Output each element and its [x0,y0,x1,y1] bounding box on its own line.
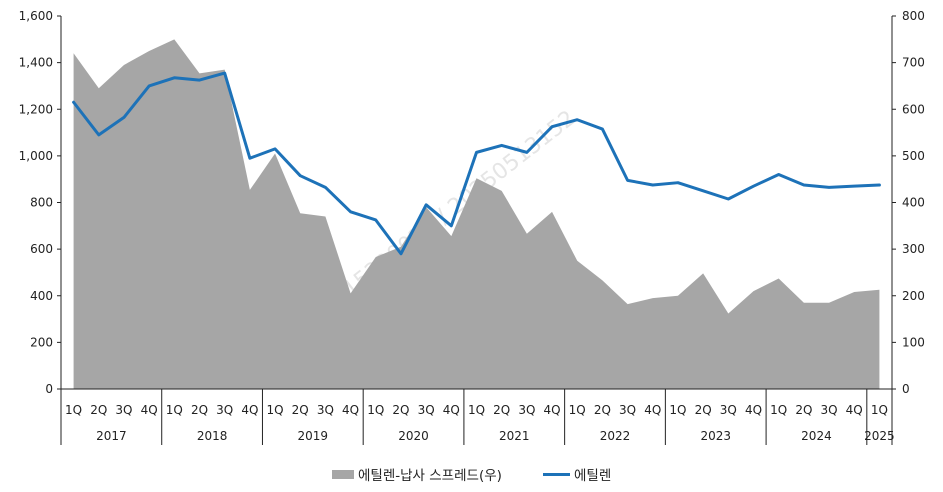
quarter-tick-label: 1Q [569,403,586,417]
legend-label-ethylene: 에틸렌 [574,468,611,484]
left-tick-label: 1,000 [19,149,53,163]
left-tick-label: 1,600 [19,9,53,23]
right-tick-label: 600 [902,102,925,116]
legend-swatch-spread [332,470,354,479]
year-label: 2018 [197,429,228,443]
quarter-tick-label: 3Q [720,403,737,417]
right-tick-label: 500 [902,149,925,163]
quarter-tick-label: 1Q [669,403,686,417]
quarter-tick-label: 1Q [770,403,787,417]
right-tick-label: 0 [902,382,910,396]
quarter-tick-label: 2Q [90,403,107,417]
year-label: 2020 [398,429,429,443]
year-label: 2024 [801,429,832,443]
quarter-tick-label: 4Q [443,403,460,417]
left-tick-label: 200 [30,335,53,349]
quarter-tick-label: 4Q [644,403,661,417]
quarter-tick-label: 3Q [317,403,334,417]
quarter-tick-label: 2Q [191,403,208,417]
left-tick-label: 1,200 [19,102,53,116]
quarter-tick-label: 2Q [493,403,510,417]
right-tick-label: 100 [902,335,925,349]
quarter-tick-label: 3Q [418,403,435,417]
right-tick-label: 200 [902,289,925,303]
year-label: 2021 [499,429,530,443]
quarter-tick-label: 1Q [166,403,183,417]
plot-area [72,39,881,389]
quarter-tick-label: 1Q [266,403,283,417]
quarter-tick-label: 4Q [141,403,158,417]
quarter-tick-label: 1Q [367,403,384,417]
year-label: 2017 [96,429,127,443]
quarter-tick-label: 1Q [468,403,485,417]
quarter-tick-label: 3Q [518,403,535,417]
quarter-tick-label: 3Q [216,403,233,417]
quarter-tick-label: 4Q [745,403,762,417]
quarter-tick-label: 2Q [292,403,309,417]
quarter-tick-label: 3Q [619,403,636,417]
quarter-tick-label: 2Q [392,403,409,417]
legend: 에틸렌-납사 스프레드(우) 에틸렌 [332,468,611,484]
quarter-tick-label: 2Q [795,403,812,417]
left-tick-label: 0 [45,382,53,396]
year-label: 2023 [700,429,731,443]
quarter-tick-label: 2Q [594,403,611,417]
quarter-tick-label: 4Q [846,403,863,417]
quarter-tick-label: 4Q [241,403,258,417]
right-tick-label: 800 [902,9,925,23]
quarter-tick-label: 1Q [65,403,82,417]
quarter-tick-label: 4Q [342,403,359,417]
axes: 0 200 400 600 800 1,000 1,200 1,400 1,600 0 100 200… [19,9,925,445]
quarter-tick-label: 1Q [871,403,888,417]
right-tick-label: 700 [902,56,925,70]
year-label: 2022 [600,429,631,443]
quarter-tick-label: 3Q [115,403,132,417]
right-tick-label: 300 [902,242,925,256]
legend-label-spread: 에틸렌-납사 스프레드(우) [358,468,502,484]
year-label: 2019 [298,429,329,443]
year-label: 2025 [864,429,895,443]
quarter-tick-label: 4Q [543,403,560,417]
left-tick-label: 600 [30,242,53,256]
right-tick-label: 400 [902,196,925,210]
quarter-tick-label: 2Q [695,403,712,417]
left-tick-label: 400 [30,289,53,303]
quarter-tick-label: 3Q [820,403,837,417]
spread-area [73,39,880,389]
left-tick-label: 1,400 [19,56,53,70]
left-tick-label: 800 [30,196,53,210]
